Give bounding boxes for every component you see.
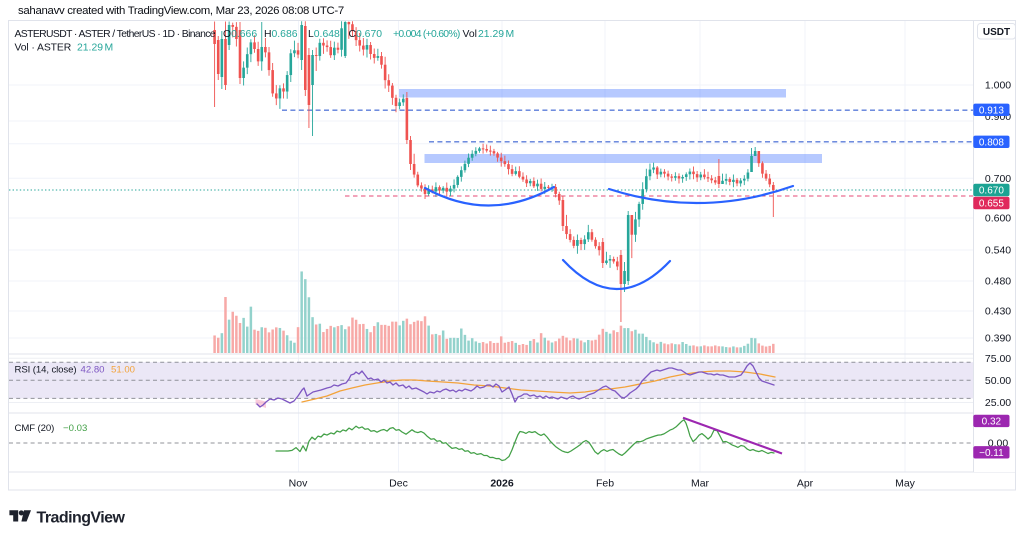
svg-text:USDT: USDT <box>983 27 1010 38</box>
svg-text:50.00: 50.00 <box>985 375 1011 387</box>
svg-text:25.00: 25.00 <box>985 397 1011 409</box>
svg-text:TradingView: TradingView <box>37 510 126 527</box>
svg-text:Mar: Mar <box>691 478 710 490</box>
svg-text:0.808: 0.808 <box>979 137 1004 148</box>
svg-text:sahanavv created with TradingV: sahanavv created with TradingView.com, M… <box>18 5 344 17</box>
svg-text:1.000: 1.000 <box>985 80 1011 92</box>
svg-text:Feb: Feb <box>596 478 614 490</box>
svg-text:0.655: 0.655 <box>979 199 1004 210</box>
svg-text:Dec: Dec <box>389 478 408 490</box>
svg-text:2026: 2026 <box>490 478 514 490</box>
svg-text:0.430: 0.430 <box>985 306 1011 318</box>
svg-text:0.32: 0.32 <box>982 417 1002 428</box>
svg-text:0.480: 0.480 <box>985 276 1011 288</box>
svg-text:CMF (20)−0.03: CMF (20) −0.03 <box>15 423 88 434</box>
svg-text:ASTERUSDT · ASTER / TetherUS ·: ASTERUSDT · ASTER / TetherUS · 1D · Bina… <box>15 29 515 40</box>
svg-text:Nov: Nov <box>289 478 308 490</box>
svg-text:Apr: Apr <box>797 478 814 490</box>
svg-text:0.670: 0.670 <box>979 186 1004 197</box>
svg-text:75.00: 75.00 <box>985 353 1011 365</box>
svg-text:0.700: 0.700 <box>985 173 1011 185</box>
svg-text:May: May <box>895 478 916 490</box>
svg-text:0.913: 0.913 <box>979 105 1004 116</box>
svg-text:0.540: 0.540 <box>985 245 1011 257</box>
svg-text:0.390: 0.390 <box>985 333 1011 345</box>
svg-text:0.600: 0.600 <box>985 213 1011 225</box>
svg-text:−0.11: −0.11 <box>979 448 1004 459</box>
